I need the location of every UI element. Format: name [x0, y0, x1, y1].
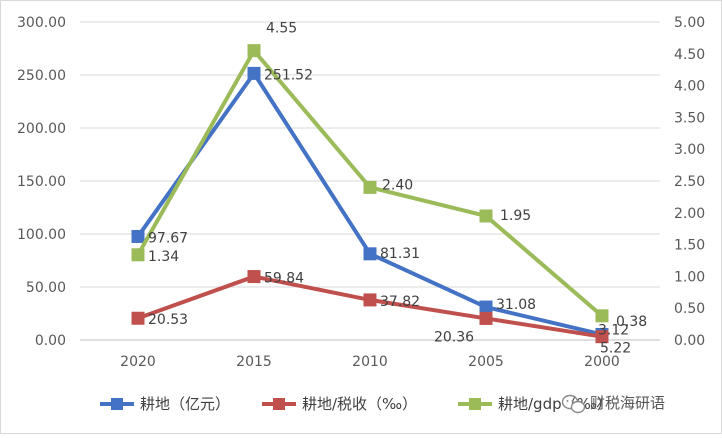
right-tick-label: 5.00 — [674, 15, 705, 31]
data-label: 3.12 — [598, 323, 629, 339]
data-label: 37.82 — [380, 294, 420, 310]
series-marker — [247, 44, 261, 58]
series-marker — [595, 309, 609, 323]
series-2 — [131, 270, 609, 344]
data-label: 20.53 — [148, 312, 188, 328]
series-marker — [131, 311, 145, 325]
right-tick-label: 1.50 — [674, 238, 705, 254]
data-label: 1.34 — [148, 249, 179, 265]
series-marker — [595, 330, 609, 344]
data-label: 251.52 — [264, 67, 313, 83]
series-marker — [363, 247, 377, 261]
legend: 耕地（亿元） 耕地/税收（‰） 耕地/gdp（‰） — [100, 395, 612, 413]
series-marker — [247, 66, 261, 80]
left-tick-label: 0.00 — [35, 333, 66, 349]
legend-marker — [111, 398, 123, 410]
series-marker — [479, 300, 493, 314]
data-label: 97.67 — [148, 230, 188, 246]
gridlines — [80, 21, 660, 341]
left-tick-label: 150.00 — [17, 174, 66, 190]
data-label: 0.38 — [616, 314, 647, 330]
x-tick-label: 2000 — [584, 354, 620, 370]
right-tick-label: 1.00 — [674, 269, 705, 285]
left-tick-label: 300.00 — [17, 15, 66, 31]
data-label: 31.08 — [496, 297, 536, 313]
right-tick-label: 2.50 — [674, 174, 705, 190]
legend-item: 耕地（亿元） — [100, 395, 230, 413]
left-axis: 0.00 50.00 100.00 150.00 200.00 250.00 300.00 — [17, 15, 66, 349]
series-marker — [131, 229, 145, 243]
series-3 — [131, 44, 609, 323]
data-label: 4.55 — [266, 21, 297, 37]
x-tick-label: 2015 — [236, 354, 272, 370]
right-tick-label: 0.00 — [674, 333, 705, 349]
right-tick-label: 4.00 — [674, 79, 705, 95]
right-tick-label: 2.00 — [674, 206, 705, 222]
right-tick-label: 4.50 — [674, 47, 705, 63]
data-label: 5.22 — [600, 340, 631, 356]
legend-marker — [469, 398, 481, 410]
series-marker — [247, 270, 261, 284]
left-tick-label: 200.00 — [17, 121, 66, 137]
data-label: 20.36 — [434, 329, 474, 345]
series-marker — [363, 293, 377, 307]
left-tick-label: 100.00 — [17, 227, 66, 243]
wechat-icon — [561, 394, 586, 414]
data-label: 59.84 — [264, 271, 304, 287]
data-label: 1.95 — [500, 208, 531, 224]
left-tick-label: 250.00 — [17, 68, 66, 84]
legend-label: 耕地/税收（‰） — [302, 395, 417, 413]
series-marker — [479, 311, 493, 325]
right-tick-label: 3.00 — [674, 142, 705, 158]
x-axis: 2020 2015 2010 2005 2000 — [120, 354, 620, 370]
watermark-text: 财税海研语 — [590, 394, 665, 412]
right-axis: 0.00 0.50 1.00 1.50 2.00 2.50 3.00 3.50 4.00 4.50… — [674, 15, 705, 349]
watermark: 财税海研语 — [561, 394, 665, 414]
x-tick-label: 2005 — [468, 354, 504, 370]
x-tick-label: 2010 — [352, 354, 388, 370]
data-labels: 97.67 251.52 81.31 31.08 5.22 20.53 59.84 37.82… — [148, 21, 647, 357]
left-tick-label: 50.00 — [26, 280, 66, 296]
series-marker — [131, 248, 145, 262]
legend-item: 耕地/税收（‰） — [262, 395, 417, 413]
data-label: 2.40 — [382, 177, 413, 193]
legend-label: 耕地（亿元） — [140, 395, 230, 413]
series-layer — [131, 44, 609, 344]
series-marker — [479, 209, 493, 223]
data-label: 81.31 — [380, 246, 420, 262]
series-marker — [363, 180, 377, 194]
x-tick-label: 2020 — [120, 354, 156, 370]
right-tick-label: 0.50 — [674, 301, 705, 317]
right-tick-label: 3.50 — [674, 110, 705, 126]
legend-marker — [273, 398, 285, 410]
